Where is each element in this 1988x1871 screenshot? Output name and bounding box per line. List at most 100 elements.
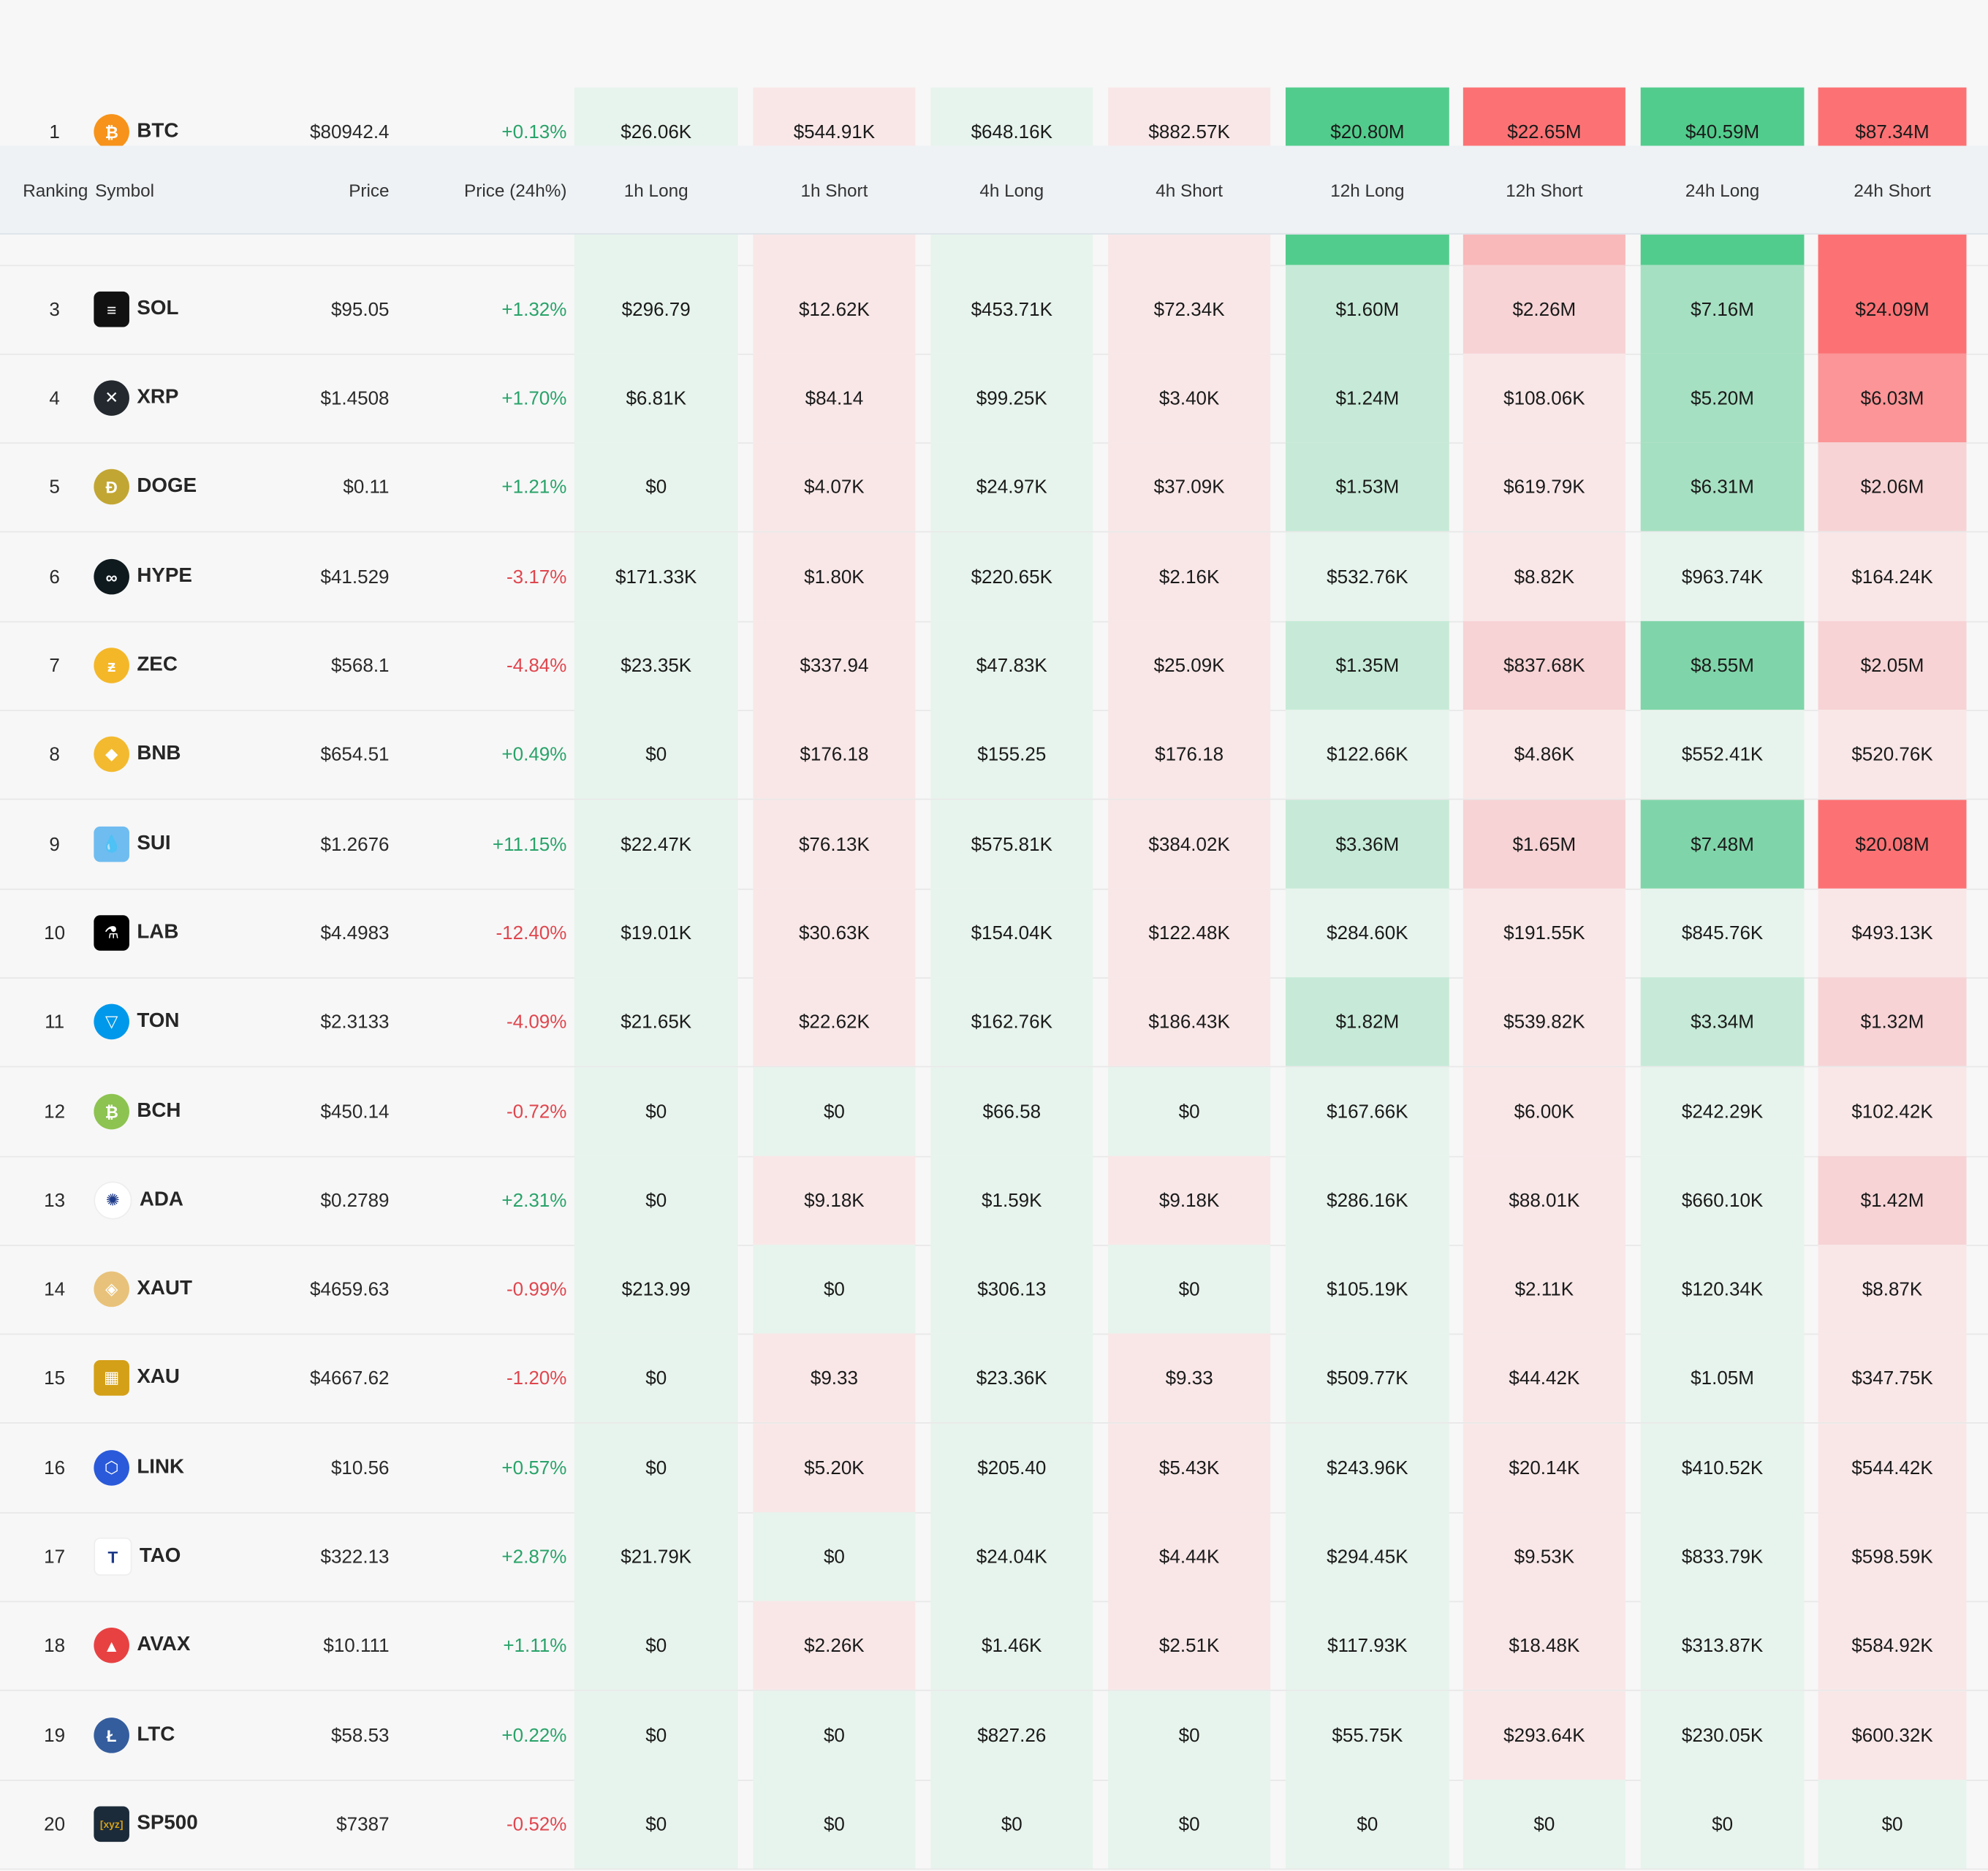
avalanche-icon: ▲ [94,1627,129,1663]
table-row[interactable]: 20 [xyz] SP500 $7387 -0.52% $0 $0 $0 $0 $0 $0 $0 $0 [0,1780,1988,1870]
price-cell: $95.05 [330,298,390,320]
short-liquidation-cell: $164.24K [1818,532,1967,621]
symbol-label: DOGE [137,475,197,497]
hype-icon: ∞ [94,558,129,595]
short-liquidation-cell: $6.03M [1818,353,1967,443]
short-liquidation-cell: $1.32M [1818,977,1967,1066]
table-header: Ranking Symbol Price Price (24h%) 1h Lon… [0,145,1988,235]
table-row[interactable]: 11 ▽ TON $2.3133 -4.09% $21.65K $22.62K $162.76… [0,977,1988,1068]
col-24h-long[interactable]: 24h Long [1685,179,1760,200]
long-liquidation-cell: $0 [574,1690,738,1780]
long-liquidation-cell: $24.97K [930,442,1093,531]
table-row[interactable]: 8 ◆ BNB $654.51 +0.49% $0 $176.18 $155.25 $176.1… [0,710,1988,800]
table-row[interactable]: 17 T TAO $322.13 +2.87% $21.79K $0 $24.04K $4.44… [0,1512,1988,1603]
short-liquidation-cell: $2.06M [1818,442,1967,531]
symbol-cell[interactable]: [xyz] SP500 [94,1780,271,1868]
symbol-cell[interactable]: ₿ BCH [94,1067,271,1155]
rank-cell: 8 [49,743,60,765]
symbol-cell[interactable]: ✺ ADA [94,1156,271,1245]
col-4h-long[interactable]: 4h Long [979,179,1044,200]
long-liquidation-cell: $6.31M [1640,442,1805,531]
symbol-cell[interactable]: ₿ BTC [94,88,271,176]
short-liquidation-cell: $0 [1818,1780,1967,1869]
rank-cell: 19 [44,1724,66,1747]
long-liquidation-cell: $0 [574,710,738,799]
short-liquidation-cell: $2.05M [1818,620,1967,710]
symbol-cell[interactable]: ⬡ LINK [94,1424,271,1512]
short-liquidation-cell: $520.76K [1818,710,1967,799]
long-liquidation-cell: $306.13 [930,1245,1093,1334]
symbol-label: LINK [137,1456,185,1479]
col-1h-long[interactable]: 1h Long [623,179,688,200]
col-12h-short[interactable]: 12h Short [1506,179,1583,200]
long-liquidation-cell: $963.74K [1640,532,1805,621]
table-row[interactable]: 19 Ł LTC $58.53 +0.22% $0 $0 $827.26 $0 $55.75K $2… [0,1690,1988,1781]
long-liquidation-cell: $0 [574,1601,738,1690]
short-liquidation-cell: $20.08M [1818,800,1967,889]
short-liquidation-cell: $9.53K [1462,1512,1625,1601]
price-change-cell: +0.57% [501,1457,567,1479]
symbol-cell[interactable]: ◈ XAUT [94,1245,271,1333]
price-cell: $4667.62 [309,1367,390,1389]
table-row[interactable]: 5 Ð DOGE $0.11 +1.21% $0 $4.07K $24.97K $37.09K $… [0,442,1988,533]
table-row[interactable]: 7 ƶ ZEC $568.1 -4.84% $23.35K $337.94 $47.83K $2… [0,620,1988,711]
symbol-cell[interactable]: ▦ XAU [94,1334,271,1422]
short-liquidation-cell: $384.02K [1108,800,1271,889]
col-ranking[interactable]: Ranking [23,179,88,200]
price-change-cell: -0.99% [506,1278,567,1300]
symbol-cell[interactable]: ▲ AVAX [94,1601,271,1690]
symbol-cell[interactable]: T TAO [94,1512,271,1601]
symbol-cell[interactable]: ▽ TON [94,977,271,1066]
long-liquidation-cell: $0 [574,1067,738,1156]
price-change-cell: +1.11% [503,1634,567,1656]
symbol-cell[interactable]: Ð DOGE [94,442,271,531]
symbol-cell[interactable]: ƶ ZEC [94,621,271,710]
ton-icon: ▽ [94,1003,129,1040]
symbol-cell[interactable]: ⚗ LAB [94,889,271,977]
short-liquidation-cell: $20.14K [1462,1423,1625,1513]
price-change-cell: -4.09% [506,1011,567,1033]
long-liquidation-cell: $7.16M [1640,265,1805,354]
long-liquidation-cell: $19.01K [574,888,738,978]
table-row[interactable]: 13 ✺ ADA $0.2789 +2.31% $0 $9.18K $1.59K $9.18K $… [0,1155,1988,1246]
col-1h-short[interactable]: 1h Short [800,179,868,200]
table-row[interactable]: 3 ≡ SOL $95.05 +1.32% $296.79 $12.62K $453.71K $… [0,265,1988,355]
rank-cell: 18 [44,1634,66,1656]
col-24h-short[interactable]: 24h Short [1854,179,1931,200]
symbol-cell[interactable]: ≡ SOL [94,265,271,353]
symbol-cell[interactable]: ✕ XRP [94,354,271,442]
table-row[interactable]: 15 ▦ XAU $4667.62 -1.20% $0 $9.33 $23.36K $9.33 $… [0,1333,1988,1424]
table-row[interactable]: 12 ₿ BCH $450.14 -0.72% $0 $0 $66.58 $0 $167.66K $… [0,1067,1988,1158]
col-4h-short[interactable]: 4h Short [1156,179,1223,200]
symbol-cell[interactable]: Ł LTC [94,1691,271,1780]
symbol-cell[interactable]: ◆ BNB [94,710,271,798]
col-12h-long[interactable]: 12h Long [1330,179,1405,200]
table-row-partial [0,233,1988,267]
col-price-change[interactable]: Price (24h%) [464,179,567,200]
price-cell: $654.51 [320,743,390,765]
short-liquidation-cell: $9.18K [1108,1155,1271,1245]
rank-cell: 11 [45,1011,65,1033]
long-liquidation-cell: $0 [930,1780,1093,1869]
table-row[interactable]: 6 ∞ HYPE $41.529 -3.17% $171.33K $1.80K $220.65… [0,532,1988,623]
symbol-label: ADA [139,1188,183,1211]
long-liquidation-cell: $833.79K [1640,1512,1805,1601]
symbol-cell[interactable]: ∞ HYPE [94,532,271,620]
rank-cell: 14 [44,1278,66,1300]
rank-cell: 15 [44,1367,66,1389]
col-symbol[interactable]: Symbol [95,179,155,200]
long-liquidation-cell: $120.34K [1640,1245,1805,1334]
short-liquidation-cell: $9.33 [1108,1333,1271,1422]
table-row[interactable]: 4 ✕ XRP $1.4508 +1.70% $6.81K $84.14 $99.25K $3.… [0,353,1988,444]
table-row[interactable]: 14 ◈ XAUT $4659.63 -0.99% $213.99 $0 $306.13 $0 $… [0,1245,1988,1335]
table-row[interactable]: 9 💧 SUI $1.2676 +11.15% $22.47K $76.13K $575.81… [0,800,1988,890]
price-change-cell: +1.70% [501,387,567,409]
col-price[interactable]: Price [349,179,390,200]
table-row[interactable]: 18 ▲ AVAX $10.111 +1.11% $0 $2.26K $1.46K $2.51K… [0,1601,1988,1691]
table-row[interactable]: 16 ⬡ LINK $10.56 +0.57% $0 $5.20K $205.40 $5.43K… [0,1423,1988,1514]
short-liquidation-cell: $0 [753,1690,916,1780]
table-row[interactable]: 10 ⚗ LAB $4.4983 -12.40% $19.01K $30.63K $154.0… [0,888,1988,979]
short-liquidation-cell: $37.09K [1108,442,1271,531]
symbol-cell[interactable]: 💧 SUI [94,800,271,888]
price-change-cell: +1.21% [501,476,567,498]
